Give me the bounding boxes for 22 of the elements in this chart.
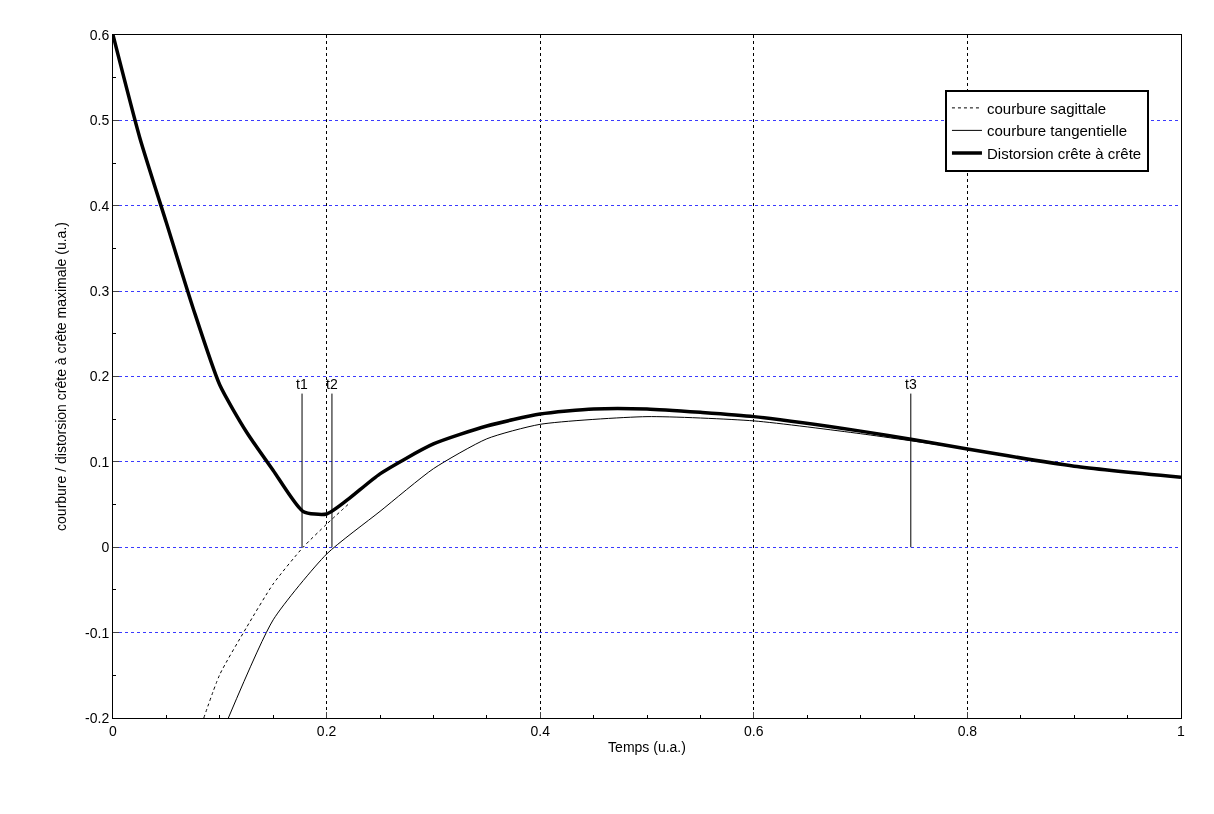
legend-label: courbure tangentielle	[986, 122, 1128, 140]
y-tick-label: 0.5	[89, 112, 110, 129]
y-tick-label: 0.4	[89, 197, 110, 214]
legend-label: Distorsion crête à crête	[986, 144, 1142, 162]
y-tick-label: -0.2	[85, 709, 110, 726]
y-axis-title: courbure / distorsion crête à crête maximale (u.a.)	[52, 222, 69, 531]
x-tick-label: 0.8	[957, 722, 978, 739]
y-tick-label: 0	[101, 539, 110, 556]
y-tick-label: -0.1	[85, 624, 110, 641]
x-tick-label: 0.4	[530, 722, 551, 739]
x-tick-label: 1	[1177, 722, 1186, 739]
ref-line-label: t3	[905, 376, 917, 392]
y-tick-label: 0.1	[89, 453, 110, 470]
legend-label: courbure sagittale	[986, 99, 1107, 117]
y-tick-label: 0.6	[89, 26, 110, 43]
ref-line-label: t2	[326, 376, 338, 392]
x-tick-label: 0.6	[744, 722, 764, 739]
y-tick-label: 0.2	[89, 368, 110, 385]
x-axis-title: Temps (u.a.)	[608, 739, 686, 756]
y-tick-label: 0.3	[89, 283, 110, 300]
x-tick-label: 0.2	[316, 722, 337, 739]
ref-line-label: t1	[296, 376, 308, 392]
